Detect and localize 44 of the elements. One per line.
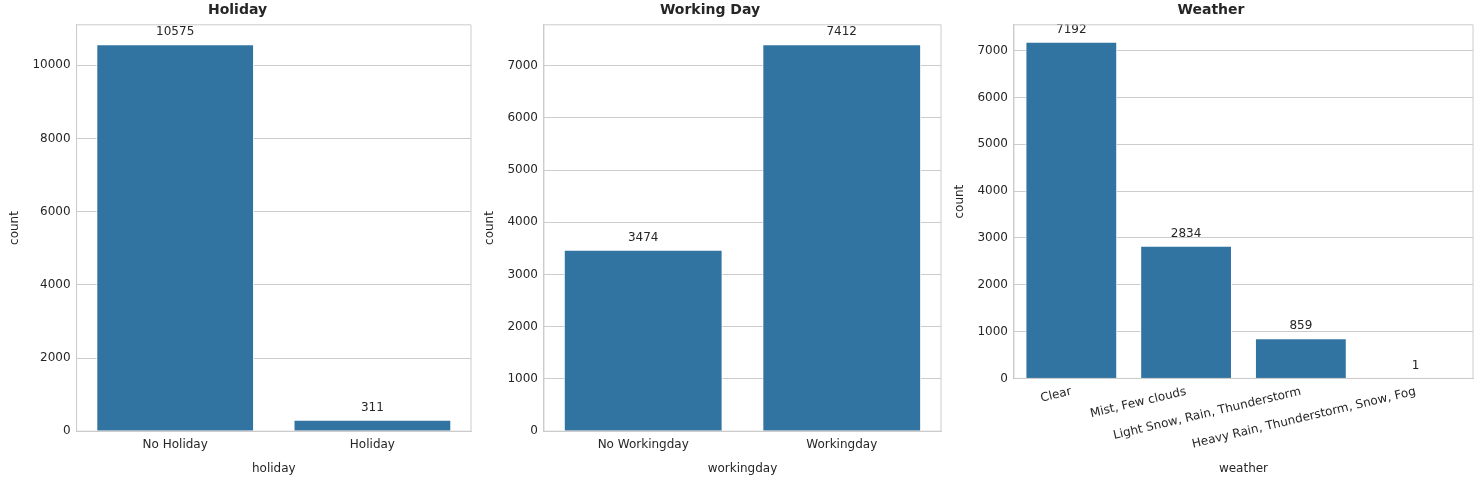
y-tick-label: 3000	[977, 230, 1008, 245]
y-tick-label: 3000	[507, 266, 538, 281]
data-label: 859	[1289, 318, 1313, 333]
x-tick-label: Clear	[1038, 383, 1073, 405]
x-axis-title: holiday	[251, 460, 296, 475]
x-axis-title: weather	[1218, 460, 1269, 475]
y-tick-label: 7000	[507, 57, 538, 72]
x-tick-label: No Holiday	[142, 436, 208, 451]
data-label: 10575	[156, 24, 195, 39]
y-tick-label: 4000	[40, 276, 71, 291]
y-tick-label: 1000	[507, 371, 538, 386]
data-label: 7412	[826, 24, 858, 39]
y-tick-label: 6000	[40, 203, 71, 218]
chart-title: Weather	[1177, 1, 1245, 18]
y-tick-label: 8000	[40, 130, 71, 145]
chart-title: Holiday	[207, 1, 268, 18]
y-tick-label: 0	[1000, 370, 1008, 385]
y-tick-label: 5000	[977, 136, 1008, 151]
data-label: 311	[360, 399, 384, 414]
x-tick-label: Holiday	[349, 436, 395, 451]
data-label: 7192	[1056, 21, 1087, 36]
x-tick-label: No Workingday	[597, 436, 689, 451]
y-axis-title: count	[7, 210, 22, 245]
y-axis-title: count	[482, 210, 497, 245]
y-tick-label: 2000	[977, 276, 1008, 291]
data-label: 1	[1411, 358, 1420, 373]
data-label: 3474	[627, 229, 659, 244]
y-tick-label: 0	[62, 423, 71, 438]
y-tick-label: 6000	[507, 110, 538, 125]
y-tick-label: 4000	[507, 214, 538, 229]
y-tick-label: 0	[530, 423, 538, 438]
chart-title: Working Day	[659, 1, 761, 18]
x-tick-label: Workingday	[806, 436, 878, 451]
y-axis-title: count	[952, 184, 967, 219]
y-tick-label: 7000	[977, 42, 1008, 57]
x-axis-title: workingday	[707, 460, 778, 475]
data-label: 2834	[1170, 225, 1202, 240]
y-tick-label: 1000	[977, 323, 1008, 338]
y-tick-label: 6000	[977, 89, 1008, 104]
y-tick-label: 4000	[977, 183, 1008, 198]
y-tick-label: 10000	[32, 57, 71, 72]
y-tick-label: 2000	[507, 318, 538, 333]
y-tick-label: 2000	[40, 350, 71, 365]
y-tick-label: 5000	[507, 162, 538, 177]
